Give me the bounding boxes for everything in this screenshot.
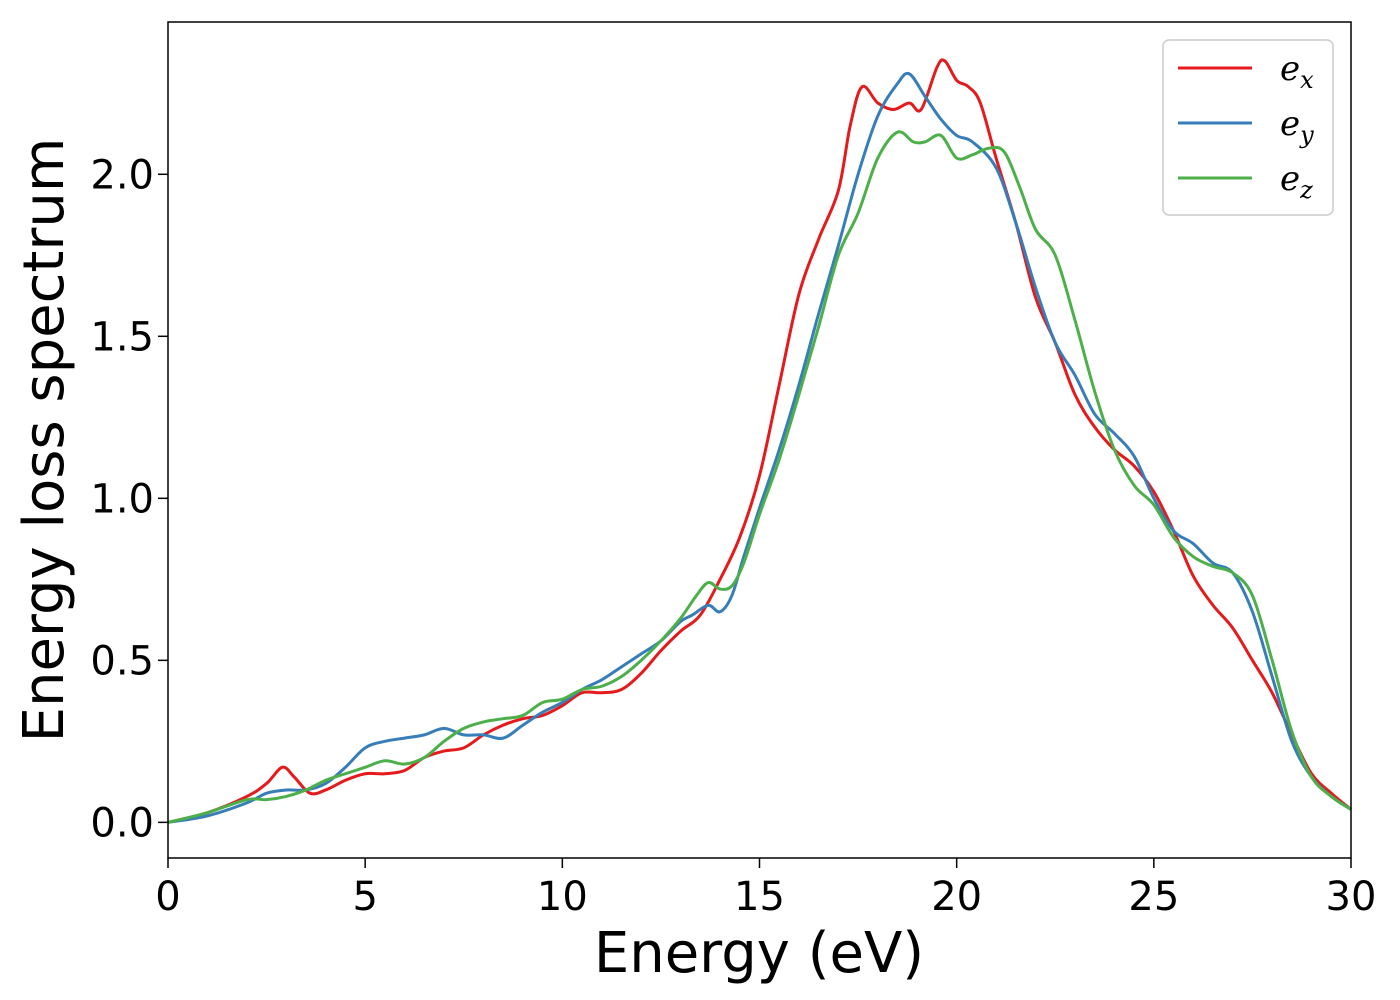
series-line-ez	[167, 130, 1352, 824]
x-tick-label: 15	[734, 874, 785, 920]
axis-ticks: 0 5 10 15 20 25 30 0.0 0.5 1.0 1.5 2.0	[90, 152, 1376, 920]
plot-frame	[167, 21, 1352, 859]
x-tick-label: 25	[1128, 874, 1179, 920]
y-tick-label: 0.5	[90, 638, 154, 684]
x-tick-label: 0	[155, 874, 180, 920]
x-axis-title: Energy (eV)	[594, 921, 924, 986]
y-axis-title: Energy loss spectrum	[12, 138, 77, 743]
x-tick-label: 30	[1326, 874, 1377, 920]
x-tick-label: 20	[931, 874, 982, 920]
x-tick-label: 10	[537, 874, 588, 920]
series-line-ey	[167, 71, 1352, 824]
y-tick-label: 1.0	[90, 476, 154, 522]
y-tick-label: 2.0	[90, 152, 154, 198]
y-tick-label: 0.0	[90, 800, 154, 846]
y-tick-label: 1.5	[90, 314, 154, 360]
legend-box	[1162, 39, 1334, 216]
x-tick-label: 5	[352, 874, 377, 920]
series-line-ex	[167, 58, 1352, 824]
legend-label-ey: ey	[1280, 104, 1314, 149]
legend-label-ex: ex	[1280, 49, 1314, 94]
plot-lines	[167, 58, 1352, 824]
